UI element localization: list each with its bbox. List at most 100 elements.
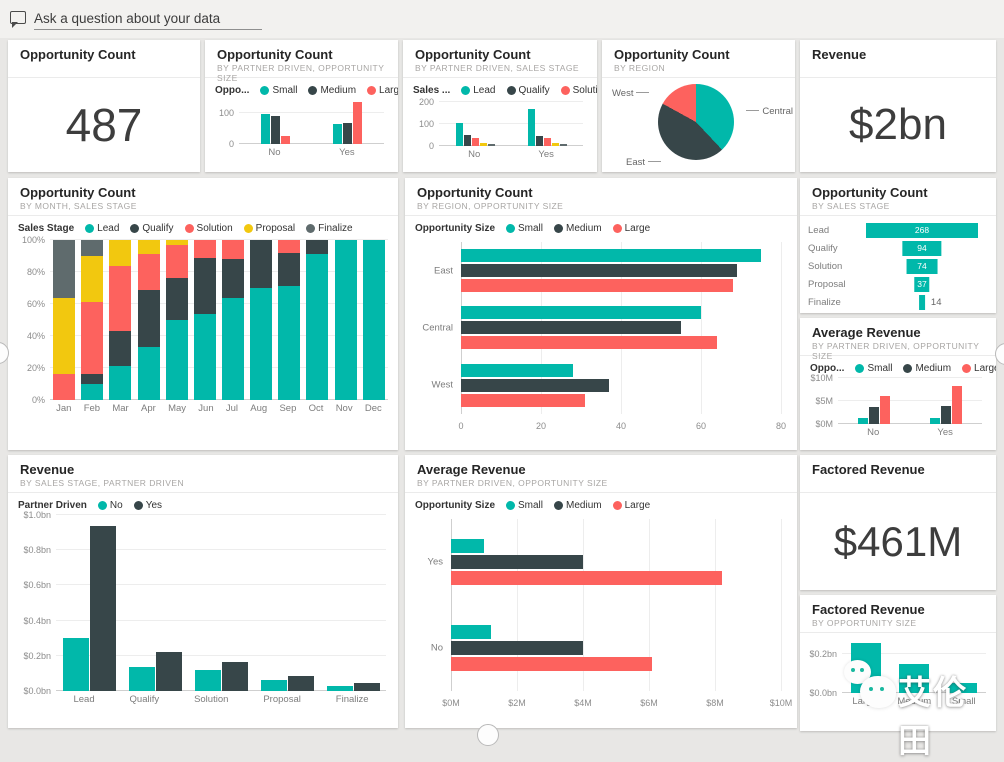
funnel-bar-lead[interactable]: 268 [866,223,978,238]
legend-item-finalize[interactable]: Finalize [306,223,353,234]
tile-average-revenue-small[interactable]: Average Revenue BY PARTNER DRIVEN, OPPOR… [800,318,996,450]
column-mar[interactable] [109,240,132,400]
column-apr[interactable] [137,240,160,400]
bar-medium-yes[interactable] [343,122,353,144]
funnel-bar-proposal[interactable]: 37 [914,277,930,292]
segment-lead[interactable] [109,366,132,400]
bar-small-yes[interactable] [333,123,343,144]
column-jan[interactable] [53,240,76,400]
segment-solution[interactable] [81,302,104,375]
bar-no-proposal[interactable] [260,680,287,691]
segment-qualify[interactable] [250,240,273,288]
tile-factored-revenue-by-opportunity-size[interactable]: Factored Revenue BY OPPORTUNITY SIZE $0.… [800,595,996,731]
bar-lead-no[interactable] [455,123,463,146]
bar-yes-qualify[interactable] [155,652,182,691]
tile-opportunity-count-by-partner-driven-sales-stage[interactable]: Opportunity Count BY PARTNER DRIVEN, SAL… [403,40,597,172]
bar-solution-no[interactable] [471,138,479,146]
bar-large-no[interactable] [451,657,653,671]
bar-qualify-yes[interactable] [535,136,543,146]
bar-medium-yes[interactable] [451,555,583,569]
tile-opportunity-count-by-region[interactable]: Opportunity Count BY REGION Central East W… [602,40,795,172]
column-nov[interactable] [334,240,357,400]
bar-proposal-yes[interactable] [551,142,559,146]
bar-factored revenue-medium[interactable] [899,664,929,693]
bar-yes-proposal[interactable] [287,676,314,691]
bar-no-solution[interactable] [194,669,221,691]
segment-solution[interactable] [53,374,76,400]
legend-item-small[interactable]: Small [260,85,297,96]
column-aug[interactable] [250,240,273,400]
funnel-bar-finalize[interactable] [919,295,925,310]
tile-average-revenue-by-partner-driven-opportunity-size[interactable]: Average Revenue BY PARTNER DRIVEN, OPPOR… [405,455,797,728]
legend-item-large[interactable]: Large [612,500,650,511]
segment-lead[interactable] [137,347,160,400]
bar-large-west[interactable] [461,393,585,407]
legend-item-lead[interactable]: Lead [461,85,496,96]
bar-medium-east[interactable] [461,264,737,278]
bar-medium-west[interactable] [461,378,609,392]
bar-lead-yes[interactable] [527,108,535,146]
bar-medium-central[interactable] [461,321,681,335]
bar-large-yes[interactable] [353,101,363,144]
page-right-nav-button[interactable] [995,343,1004,365]
tile-opportunity-count-kpi[interactable]: Opportunity Count 487 [8,40,200,172]
legend-item-large[interactable]: Large [612,223,650,234]
segment-lead[interactable] [278,286,301,400]
bar-small-no[interactable] [451,625,491,639]
segment-finalize[interactable] [81,240,104,257]
bar-medium-no[interactable] [451,641,583,655]
bar-proposal-no[interactable] [479,142,487,146]
bar-finalize-yes[interactable] [559,144,567,146]
bar-medium-no[interactable] [270,115,280,144]
segment-solution[interactable] [109,265,132,332]
qna-input[interactable] [34,8,262,30]
bar-small-west[interactable] [461,363,573,377]
segment-qualify[interactable] [137,289,160,348]
segment-lead[interactable] [306,254,329,400]
bar-small-yes[interactable] [451,539,484,553]
bar-large-yes[interactable] [952,386,962,424]
segment-lead[interactable] [165,320,188,400]
bar-small-no[interactable] [260,114,270,144]
column-may[interactable] [165,240,188,400]
tile-opportunity-count-by-region-opportunity-size[interactable]: Opportunity Count BY REGION, OPPORTUNITY… [405,178,797,450]
segment-solution[interactable] [278,240,301,253]
pie-chart[interactable] [658,84,734,160]
tile-opportunity-count-by-month-sales-stage[interactable]: Opportunity Count BY MONTH, SALES STAGE … [8,178,398,450]
tile-revenue-by-sales-stage-partner-driven[interactable]: Revenue BY SALES STAGE, PARTNER DRIVEN P… [8,455,398,728]
segment-lead[interactable] [362,240,385,400]
segment-lead[interactable] [222,297,245,400]
legend-item-medium[interactable]: Medium [554,223,602,234]
segment-qualify[interactable] [193,257,216,314]
segment-lead[interactable] [334,240,357,400]
bar-medium-yes[interactable] [941,405,951,424]
segment-solution[interactable] [165,244,188,279]
segment-proposal[interactable] [165,240,188,245]
legend-item-small[interactable]: Small [855,363,892,374]
column-dec[interactable] [362,240,385,400]
bar-large-no[interactable] [280,136,290,144]
legend-item-small[interactable]: Small [506,500,543,511]
segment-proposal[interactable] [81,256,104,303]
bar-no-finalize[interactable] [326,685,353,691]
legend-item-proposal[interactable]: Proposal [243,223,295,234]
segment-solution[interactable] [137,254,160,290]
bar-no-qualify[interactable] [128,667,155,691]
bar-yes-lead[interactable] [89,525,116,691]
segment-qualify[interactable] [222,259,245,298]
legend-item-medium[interactable]: Medium [903,363,951,374]
column-sep[interactable] [278,240,301,400]
tile-factored-revenue-kpi[interactable]: Factored Revenue $461M [800,455,996,590]
legend-item-no[interactable]: No [97,500,123,511]
segment-proposal[interactable] [137,240,160,255]
legend-item-qualify[interactable]: Qualify [506,85,550,96]
bar-medium-no[interactable] [869,406,879,424]
segment-qualify[interactable] [165,278,188,320]
column-oct[interactable] [306,240,329,400]
legend-item-medium[interactable]: Medium [308,85,356,96]
bar-yes-finalize[interactable] [353,683,380,691]
segment-lead[interactable] [250,288,273,400]
legend-item-large[interactable]: Large [962,363,996,374]
bar-large-no[interactable] [880,396,890,424]
bar-factored revenue-large[interactable] [851,642,881,693]
